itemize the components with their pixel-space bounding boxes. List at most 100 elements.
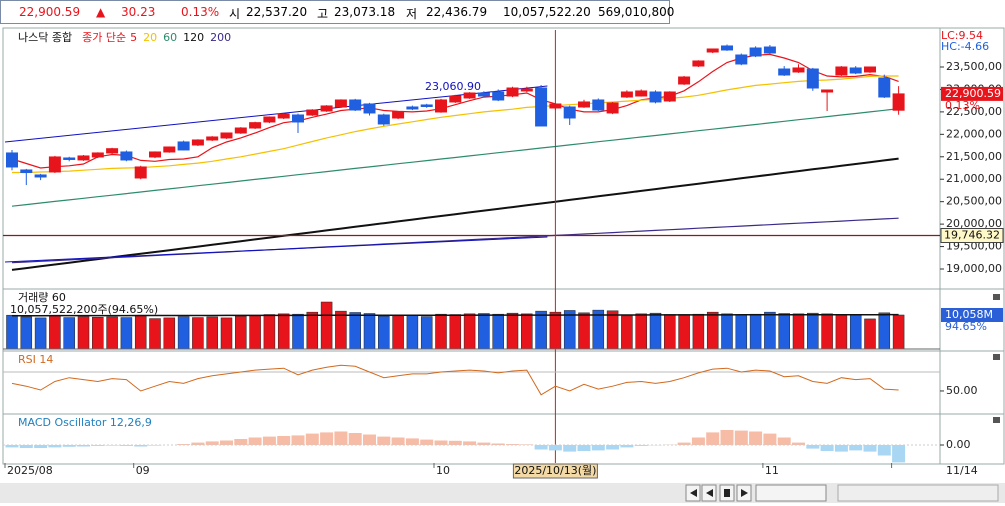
candle-body: [893, 94, 904, 110]
bar: [20, 445, 33, 448]
price: 22,900.59: [19, 5, 80, 19]
high: 23,073.18: [334, 5, 395, 19]
bar: [78, 317, 89, 349]
bar: [579, 313, 590, 349]
bar: [492, 444, 505, 446]
bar: [191, 443, 204, 445]
legend-item: 나스닥 종합: [18, 31, 72, 44]
arrow: ▲: [96, 5, 105, 19]
bar: [836, 315, 847, 349]
bar: [750, 314, 761, 349]
bar: [306, 434, 319, 445]
quote-header: 22,900.59 ▲ 30.23 0.13% 시 22,537.20 고 23…: [0, 0, 670, 24]
bar: [563, 445, 576, 452]
bar: [806, 445, 819, 449]
x-tick-label: 11: [765, 464, 779, 477]
candle-body: [636, 91, 647, 96]
bar: [449, 441, 462, 445]
candle-body: [250, 123, 261, 128]
bar: [277, 436, 290, 445]
bar: [349, 433, 362, 445]
bar: [493, 314, 504, 349]
panel-icon: [993, 294, 1000, 300]
candle-body: [350, 100, 361, 110]
candle-body: [607, 103, 618, 113]
candle-body: [192, 140, 203, 145]
candle-body: [421, 105, 432, 107]
bar: [892, 445, 905, 462]
bar: [192, 318, 203, 349]
panel-title: 거래량 60: [18, 291, 66, 304]
candle-body: [836, 67, 847, 75]
change-pct: 0.13%: [181, 5, 219, 19]
candle-body: [49, 157, 60, 172]
bar: [850, 315, 861, 349]
candle-body: [750, 48, 761, 56]
bar: [478, 313, 489, 349]
bar: [377, 437, 390, 445]
scrollbar[interactable]: [0, 483, 1005, 503]
bar: [364, 313, 375, 349]
chart: 19,000,0019,500,0020,000,0020,500,0021,0…: [0, 26, 1005, 506]
bar: [592, 445, 605, 450]
scroll-thumb[interactable]: [756, 485, 826, 501]
bar: [234, 439, 247, 445]
candle-body: [207, 137, 218, 140]
legend-item: 20: [143, 31, 157, 44]
bar: [420, 440, 433, 445]
bar: [835, 445, 848, 452]
candle-body: [507, 88, 518, 96]
y-tick-label: 21,000,00: [946, 172, 1002, 185]
bar: [606, 445, 619, 450]
legend-item: 120: [183, 31, 204, 44]
bar: [593, 310, 604, 349]
bar: [463, 441, 476, 445]
bar: [363, 435, 376, 446]
bar: [21, 317, 32, 349]
candle-body: [807, 69, 818, 88]
bar: [464, 314, 475, 349]
x-tick-label: 2025/08: [7, 464, 53, 477]
candle-body: [478, 93, 489, 96]
candle-body: [178, 142, 189, 150]
bar: [320, 432, 333, 445]
bar: [263, 437, 276, 445]
bar: [436, 314, 447, 349]
y-tick-label: 19,000,00: [946, 262, 1002, 275]
candle-body: [822, 90, 833, 92]
panel-icon: [993, 417, 1000, 423]
bar: [650, 313, 661, 349]
bar: [35, 318, 46, 349]
candle-body: [293, 115, 304, 122]
bar: [706, 432, 719, 445]
candle-body: [364, 104, 375, 113]
bar: [821, 445, 834, 451]
candle-body: [650, 92, 661, 102]
open-label: 시: [229, 5, 240, 22]
candle-body: [865, 67, 876, 72]
change: 30.23: [121, 5, 155, 19]
bar: [865, 319, 876, 349]
candle-body: [278, 114, 289, 118]
bar: [407, 316, 418, 349]
bar: [350, 312, 361, 349]
bar: [693, 314, 704, 349]
legend-item: 60: [163, 31, 177, 44]
bar: [393, 316, 404, 349]
bar: [793, 314, 804, 349]
hline-label: 19,746.32: [944, 229, 1000, 242]
bar: [864, 445, 877, 452]
amount: 569,010,800: [598, 5, 674, 19]
y-tick-label: 50.00: [946, 384, 978, 397]
candle-body: [779, 69, 790, 75]
panel-title: MACD Oscillator 12,26,9: [18, 416, 152, 429]
candle-body: [793, 68, 804, 72]
toolbar[interactable]: [838, 485, 998, 501]
bar: [293, 314, 304, 349]
candle-body: [235, 128, 246, 133]
bar: [550, 312, 561, 349]
candle-body: [121, 152, 132, 160]
bar: [7, 315, 18, 349]
candle-body: [536, 88, 547, 126]
bar: [406, 438, 419, 445]
